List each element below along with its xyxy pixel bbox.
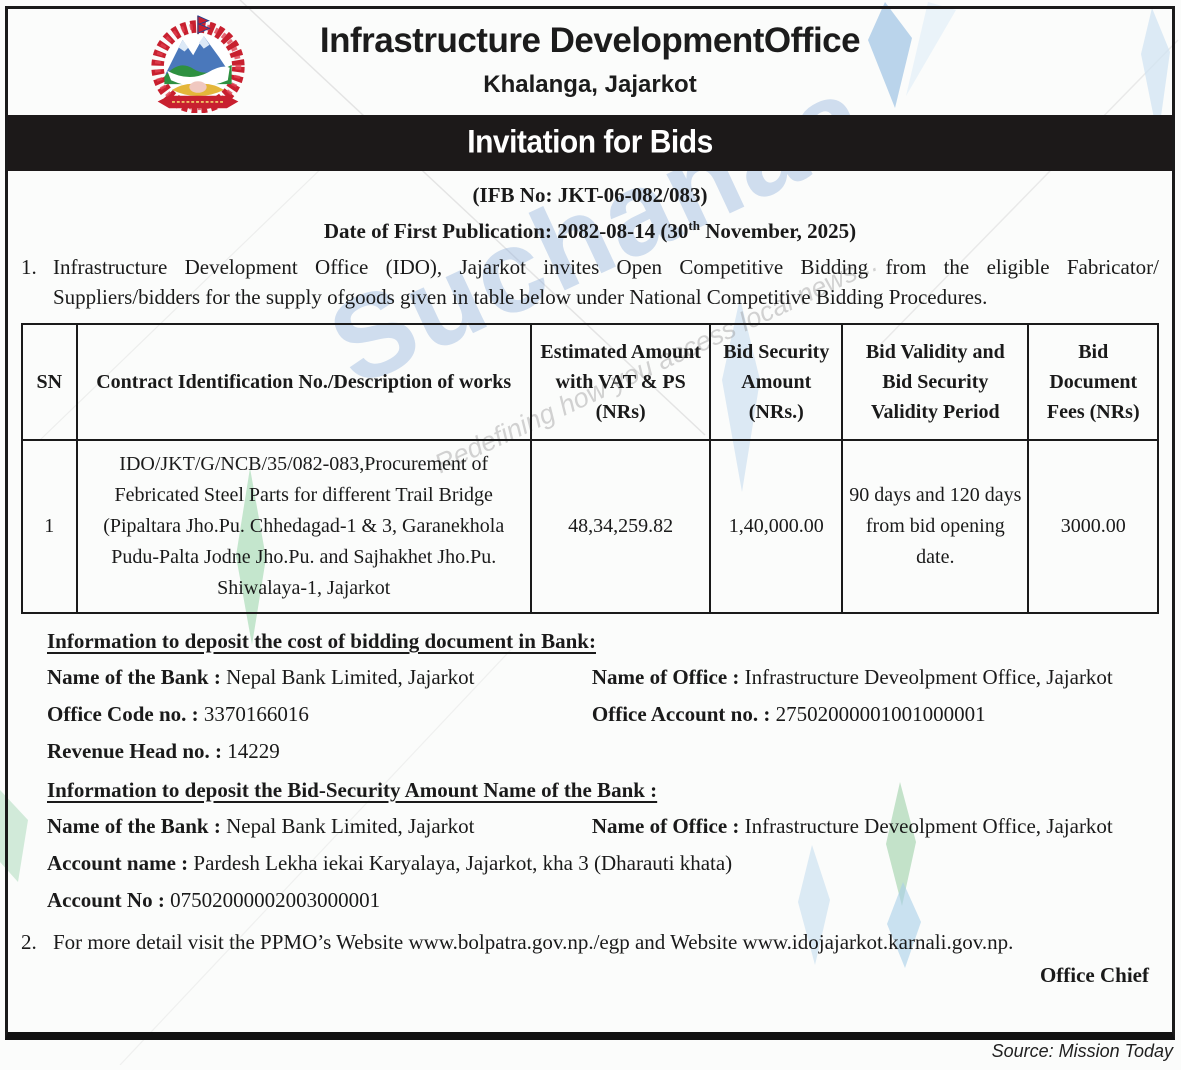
bank-name-field: Name of the Bank : Nepal Bank Limited, J… [47, 664, 592, 691]
office-name-label: Name of Office : [591, 813, 745, 838]
clause-2-number: 2. [21, 929, 37, 954]
office-name-label: Name of Office : [591, 664, 745, 689]
header-estimated-amount: Estimated Amount with VAT & PS (NRs) [529, 322, 712, 441]
signature-office-chief: Office Chief [1039, 963, 1149, 988]
revenue-head-field: Revenue Head no. : 14229 [47, 738, 1159, 765]
bank-row: Name of the Bank : Nepal Bank Limited, J… [47, 813, 1159, 840]
bank-row: Account No : 07502000002003000001 [47, 887, 1159, 914]
office-account-label: Office Account no. : [591, 702, 776, 727]
clause-2-text: For more detail visit the PPMO’s Website… [53, 929, 1014, 954]
bank-row: Account name : Pardesh Lekha iekai Karya… [47, 850, 1159, 877]
publication-date-ordinal: th [688, 218, 700, 233]
office-title: Infrastructure DevelopmentOffice [319, 21, 861, 60]
clause-1: 1. Infrastructure Development Office (ID… [21, 252, 1159, 313]
notice-header: Infrastructure DevelopmentOffice Khalang… [8, 9, 1172, 115]
account-name-field: Account name : Pardesh Lekha iekai Karya… [47, 850, 1159, 877]
clause-1-text: Infrastructure Development Office (IDO),… [53, 255, 1159, 310]
header-bid-security: Bid Security Amount (NRs.) [709, 322, 844, 441]
revenue-head-label: Revenue Head no. : [47, 739, 228, 764]
publication-date: Date of First Publication: 2082-08-14 (3… [21, 218, 1159, 244]
revenue-head-value: 14229 [227, 739, 280, 764]
invitation-banner-text: Invitation for Bids [467, 124, 713, 161]
notice-frame: Infrastructure DevelopmentOffice Khalang… [5, 6, 1175, 1040]
bank-info-document-cost-heading: Information to deposit the cost of biddi… [47, 628, 596, 653]
cell-bid-security: 1,40,000.00 [709, 438, 844, 614]
office-location: Khalanga, Jajarkot [483, 71, 697, 98]
account-number-value: 07502000002003000001 [170, 888, 381, 913]
office-name-value: Infrastructure Deveolpment Office, Jajar… [744, 813, 1113, 838]
cell-document-fees: 3000.00 [1027, 438, 1159, 614]
office-account-value: 27502000001001000001 [775, 702, 986, 727]
bank-row: Office Code no. : 3370166016 Office Acco… [47, 701, 1159, 728]
bank-name-value: Nepal Bank Limited, Jajarkot [226, 813, 475, 838]
bank-row: Name of the Bank : Nepal Bank Limited, J… [47, 664, 1159, 691]
clause-1-number: 1. [21, 255, 37, 279]
header-contract-description: Contract Identification No./Description … [75, 322, 532, 441]
office-name-field: Name of Office : Infrastructure Deveolpm… [592, 813, 1159, 840]
account-name-label: Account name : [47, 851, 194, 876]
office-code-value: 3370166016 [203, 702, 309, 727]
source-credit: Source: Mission Today [991, 1041, 1173, 1061]
table-row: 1 IDO/JKT/G/NCB/35/082-083,Procurement o… [21, 438, 1159, 614]
cell-bid-validity: 90 days and 120 days from bid opening da… [841, 438, 1030, 614]
notice-body: (IFB No: JKT-06-082/083) Date of First P… [8, 183, 1172, 988]
invitation-banner: Invitation for Bids [8, 115, 1172, 171]
nepal-government-emblem-icon [140, 13, 256, 118]
cell-estimated-amount: 48,34,259.82 [529, 438, 712, 614]
account-number-label: Account No : [47, 888, 171, 913]
office-code-label: Office Code no. : [47, 702, 204, 727]
office-code-field: Office Code no. : 3370166016 [47, 701, 592, 728]
bank-name-label: Name of the Bank : [47, 813, 227, 838]
clause-2: 2. For more detail visit the PPMO’s Webs… [21, 927, 1159, 957]
bank-name-label: Name of the Bank : [47, 664, 227, 689]
bank-name-field: Name of the Bank : Nepal Bank Limited, J… [47, 813, 592, 840]
bank-row: Revenue Head no. : 14229 [47, 738, 1159, 765]
account-name-value: Pardesh Lekha iekai Karyalaya, Jajarkot,… [193, 851, 733, 876]
publication-date-part2: November, 2025) [699, 219, 857, 243]
table-header-row: SN Contract Identification No./Descripti… [21, 322, 1159, 441]
bank-info-bid-security-heading: Information to deposit the Bid-Security … [47, 777, 658, 802]
ifb-number: (IFB No: JKT-06-082/083) [472, 183, 708, 207]
header-sn: SN [21, 322, 78, 441]
header-document-fees: Bid Document Fees (NRs) [1027, 322, 1159, 441]
office-account-field: Office Account no. : 2750200000100100000… [592, 701, 1159, 728]
bank-name-value: Nepal Bank Limited, Jajarkot [226, 664, 475, 689]
header-bid-validity: Bid Validity and Bid Security Validity P… [841, 322, 1030, 441]
account-number-field: Account No : 07502000002003000001 [47, 887, 1159, 914]
publication-date-part1: Date of First Publication: 2082-08-14 (3… [323, 219, 689, 243]
office-name-value: Infrastructure Deveolpment Office, Jajar… [744, 664, 1113, 689]
cell-contract-description: IDO/JKT/G/NCB/35/082-083,Procurement of … [75, 438, 532, 614]
cell-sn: 1 [21, 438, 78, 614]
office-name-field: Name of Office : Infrastructure Deveolpm… [592, 664, 1159, 691]
bid-details-table: SN Contract Identification No./Descripti… [21, 322, 1159, 614]
